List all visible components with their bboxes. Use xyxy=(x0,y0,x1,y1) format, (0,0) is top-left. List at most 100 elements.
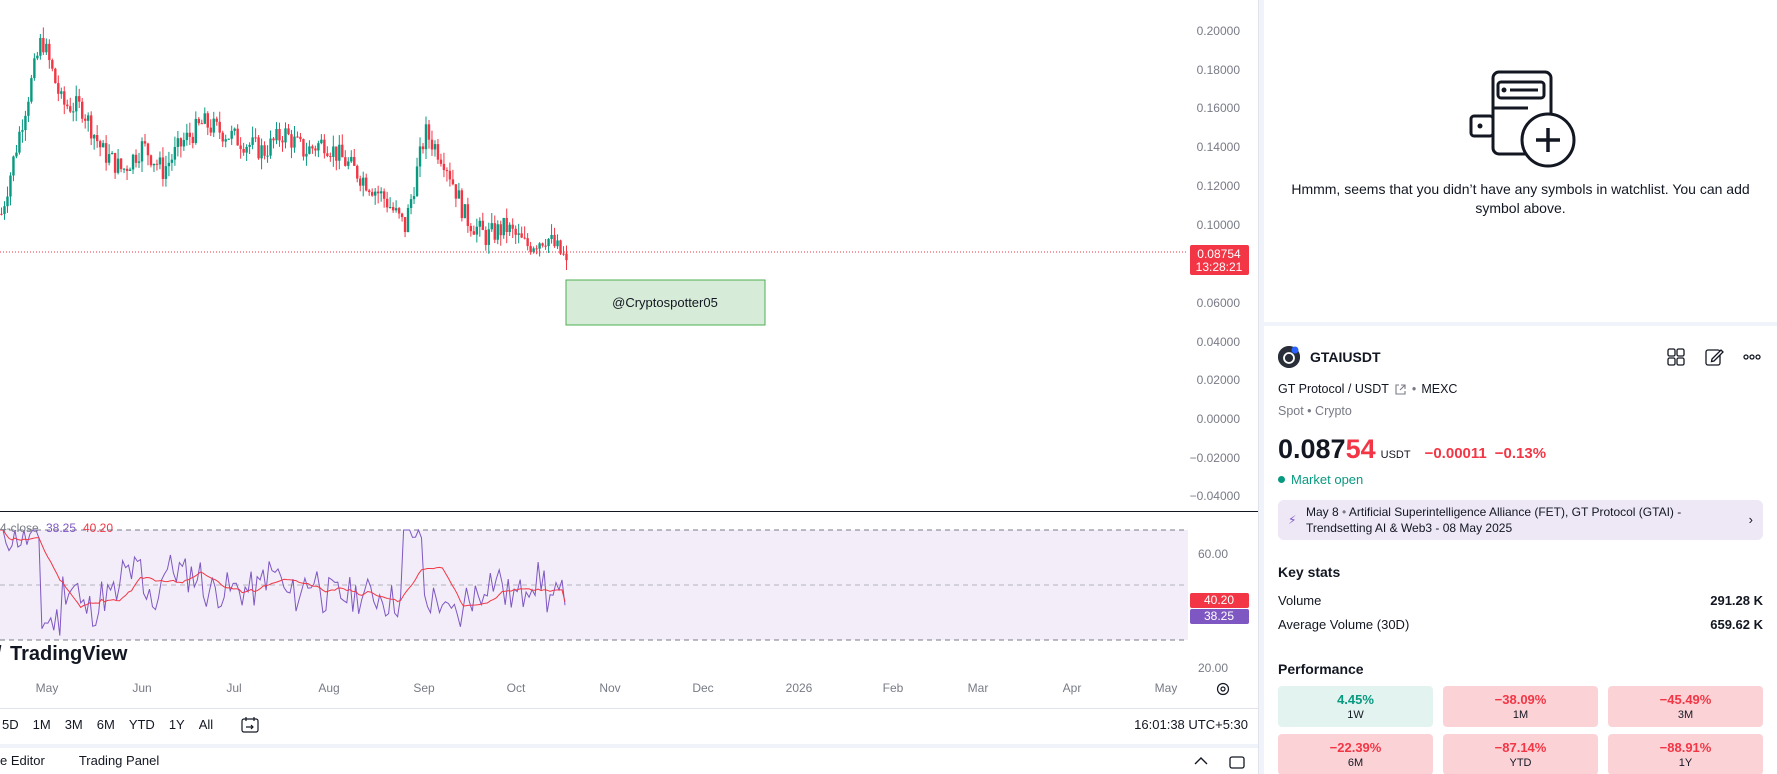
performance-cell-3m[interactable]: −45.49% 3M xyxy=(1608,686,1763,727)
tab-trading-panel[interactable]: Trading Panel xyxy=(78,753,160,768)
symbol-header[interactable]: GTAIUSDT xyxy=(1278,346,1381,368)
candle-body xyxy=(317,143,320,151)
candle-body xyxy=(409,199,413,208)
candle-body xyxy=(535,248,538,250)
news-headline: Artificial Superintelligence Alliance (F… xyxy=(1306,505,1682,535)
candle-body xyxy=(344,157,347,166)
candle-body xyxy=(368,190,371,193)
candle-body xyxy=(134,154,138,163)
panel-divider[interactable] xyxy=(1258,0,1264,774)
grid-layout-icon[interactable] xyxy=(1665,346,1687,368)
rsi-legend-name: 4-close xyxy=(0,521,39,535)
candle-body xyxy=(514,228,517,235)
performance-cell-ytd[interactable]: −87.14% YTD xyxy=(1443,734,1598,774)
news-card[interactable]: ⚡ May 8 • Artificial Superintelligence A… xyxy=(1278,500,1763,540)
candle-body xyxy=(45,43,48,53)
candle-body xyxy=(478,220,482,227)
candle-body xyxy=(338,144,341,161)
candle-body xyxy=(406,207,410,233)
candle-body xyxy=(544,245,547,247)
calendar-icon[interactable] xyxy=(238,713,262,737)
performance-value: −87.14% xyxy=(1494,740,1547,755)
stat-value: 291.28 K xyxy=(1710,593,1763,608)
chart-area[interactable]: 0.20000 0.18000 0.16000 0.14000 0.12000 0.100… xyxy=(0,0,1258,774)
price-axis-label: 0.00000 xyxy=(1197,412,1241,426)
candle-body xyxy=(125,168,129,171)
watermark-text: @Cryptospotter05 xyxy=(612,295,718,310)
pane-divider[interactable] xyxy=(0,511,1258,512)
clock-readout[interactable]: 16:01:38 UTC+5:30 xyxy=(1134,717,1248,732)
tab-pine-editor[interactable]: e Editor xyxy=(0,753,45,768)
price-axis-label: 0.16000 xyxy=(1197,101,1241,115)
candle-body xyxy=(529,246,532,252)
candle-body xyxy=(442,163,446,171)
candle-body xyxy=(418,146,422,167)
range-all-button[interactable]: All xyxy=(198,716,214,732)
stat-label: Average Volume (30D) xyxy=(1278,617,1410,632)
key-stats-title: Key stats xyxy=(1278,564,1341,580)
candle-body xyxy=(95,135,99,142)
candle-body xyxy=(51,60,54,69)
candle-body xyxy=(92,135,96,139)
market-status[interactable]: Market open xyxy=(1278,472,1363,487)
candle-body xyxy=(469,225,473,232)
time-axis[interactable]: May Jun Jul Aug Sep Oct Nov Dec 2026 Feb Mar Apr May xyxy=(0,678,1258,700)
candle-body xyxy=(433,144,437,150)
performance-period: YTD xyxy=(1509,757,1532,769)
candle-body xyxy=(98,141,102,148)
maximize-icon[interactable] xyxy=(1228,754,1246,770)
range-ytd-button[interactable]: YTD xyxy=(128,716,155,732)
candle-body xyxy=(63,91,66,105)
candle-body xyxy=(376,191,380,194)
rsi-legend-value: 38.25 xyxy=(46,521,76,535)
time-axis-label: Apr xyxy=(1063,681,1082,695)
symbol-logo-icon xyxy=(1278,346,1300,368)
chevron-up-icon[interactable] xyxy=(1192,754,1210,768)
performance-cell-1w[interactable]: 4.45% 1W xyxy=(1278,686,1433,727)
candle-body xyxy=(475,226,479,235)
price-currency: USDT xyxy=(1380,449,1411,461)
rsi-tag xyxy=(1190,609,1249,624)
time-axis-label: Oct xyxy=(507,681,526,695)
more-options-icon[interactable] xyxy=(1741,346,1763,368)
candle-body xyxy=(81,101,84,119)
price-pane[interactable]: 0.20000 0.18000 0.16000 0.14000 0.12000 0.100… xyxy=(0,0,1258,511)
candle-body xyxy=(394,208,398,211)
rsi-pane[interactable]: 4-close 38.25 40.20 60.00 20.00 40.20 38… xyxy=(0,512,1258,680)
performance-period: 1W xyxy=(1347,709,1364,721)
candle-body xyxy=(439,159,443,164)
price-axis-label: −0.02000 xyxy=(1190,451,1241,465)
candle-body xyxy=(86,115,90,121)
candle-body xyxy=(278,129,281,141)
candle-body xyxy=(502,217,505,236)
range-1m-button[interactable]: 1M xyxy=(32,716,51,732)
candle-body xyxy=(293,136,296,148)
range-3m-button[interactable]: 3M xyxy=(64,716,83,732)
performance-cell-6m[interactable]: −22.39% 6M xyxy=(1278,734,1433,774)
candle-body xyxy=(146,143,150,156)
range-1y-button[interactable]: 1Y xyxy=(168,716,185,732)
candle-body xyxy=(427,124,431,140)
candle-body xyxy=(487,229,490,245)
edit-note-icon[interactable] xyxy=(1703,346,1725,368)
candle-body xyxy=(305,153,308,157)
candle-body xyxy=(541,243,544,246)
candle-body xyxy=(466,204,470,226)
symbol-ticker[interactable]: GTAIUSDT xyxy=(1310,349,1381,365)
symbol-description[interactable]: GT Protocol / USDT xyxy=(1278,382,1389,396)
candle-body xyxy=(550,234,553,239)
candle-body xyxy=(332,146,335,157)
candle-body xyxy=(400,213,404,218)
gear-icon[interactable] xyxy=(1215,681,1231,697)
performance-cell-1y[interactable]: −88.91% 1Y xyxy=(1608,734,1763,774)
range-6m-button[interactable]: 6M xyxy=(96,716,115,732)
candle-body xyxy=(149,155,153,166)
candle-body xyxy=(122,168,126,170)
price-axis-label: 0.10000 xyxy=(1197,218,1241,232)
range-5d-button[interactable]: 5D xyxy=(2,716,19,732)
symbol-exchange[interactable]: MEXC xyxy=(1421,382,1458,396)
candle-body xyxy=(30,78,33,102)
candle-body xyxy=(353,156,356,166)
external-link-icon[interactable] xyxy=(1394,383,1407,396)
performance-cell-1m[interactable]: −38.09% 1M xyxy=(1443,686,1598,727)
